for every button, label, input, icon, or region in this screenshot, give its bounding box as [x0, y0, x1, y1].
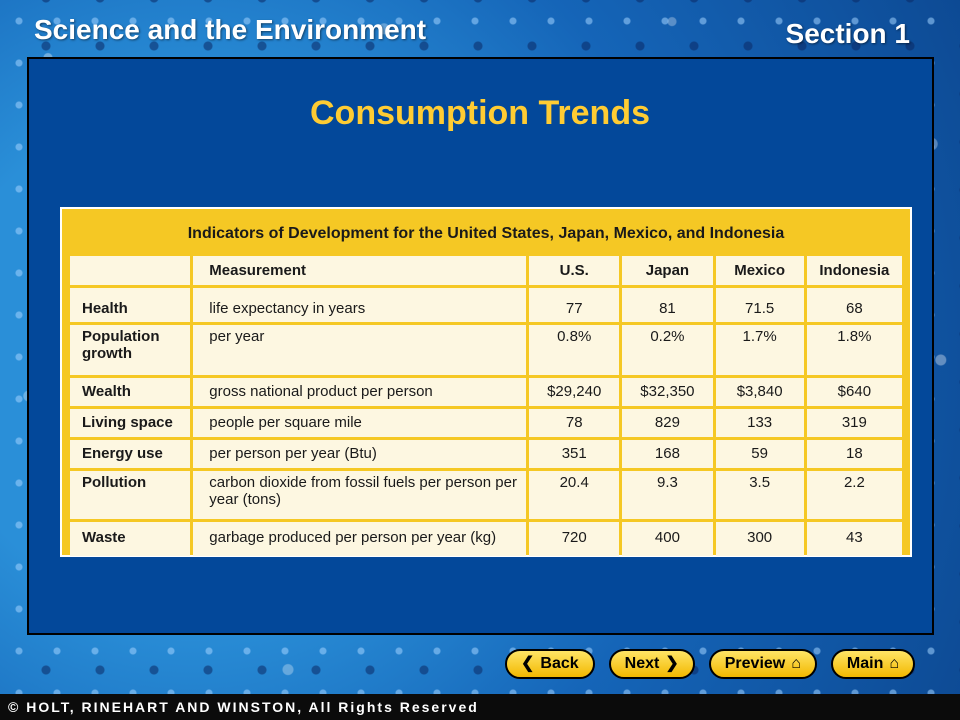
- cell-indonesia: 2.2: [806, 471, 902, 519]
- row-category: Pollution: [70, 471, 191, 519]
- column-header: Mexico: [715, 256, 804, 285]
- course-title: Science and the Environment: [34, 14, 427, 45]
- cell-indonesia: 68: [806, 288, 902, 322]
- column-header: Indonesia: [806, 256, 902, 285]
- next-button[interactable]: Next ❯: [608, 649, 695, 679]
- cell-indonesia: 1.8%: [806, 325, 902, 375]
- cell-mexico: 133: [715, 409, 804, 437]
- cell-indonesia: $640: [806, 378, 902, 406]
- cell-mexico: 3.5: [715, 471, 804, 519]
- home-icon: ⌂: [791, 655, 801, 672]
- row-category: Living space: [70, 409, 191, 437]
- table-header-row: Measurement U.S. Japan Mexico Indonesia: [70, 256, 902, 285]
- next-label: Next: [624, 655, 660, 672]
- navigation-bar: ❮ Back Next ❯ Preview ⌂ Main ⌂: [505, 649, 916, 679]
- cell-us: 77: [529, 288, 620, 322]
- table-row: Health life expectancy in years 77 81 71…: [70, 288, 902, 322]
- row-measurement: life expectancy in years: [193, 288, 527, 322]
- cell-japan: $32,350: [622, 378, 713, 406]
- cell-mexico: 1.7%: [715, 325, 804, 375]
- cell-mexico: 59: [715, 440, 804, 468]
- table-row: Population growth per year 0.8% 0.2% 1.7…: [70, 325, 902, 375]
- preview-button[interactable]: Preview ⌂: [708, 649, 817, 679]
- cell-japan: 0.2%: [622, 325, 713, 375]
- row-measurement: garbage produced per person per year (kg…: [193, 522, 527, 556]
- chevron-left-icon: ❮: [521, 655, 535, 672]
- row-measurement: people per square mile: [193, 409, 527, 437]
- back-button[interactable]: ❮ Back: [505, 649, 595, 679]
- row-measurement: carbon dioxide from fossil fuels per per…: [193, 471, 527, 519]
- row-category: Waste: [70, 522, 191, 556]
- table-row: Energy use per person per year (Btu) 351…: [70, 440, 902, 468]
- cell-indonesia: 319: [806, 409, 902, 437]
- row-measurement: per year: [193, 325, 527, 375]
- cell-us: 20.4: [529, 471, 620, 519]
- table-row: Waste garbage produced per person per ye…: [70, 522, 902, 556]
- row-category: Population growth: [70, 325, 191, 375]
- table-caption: Indicators of Development for the United…: [187, 225, 785, 242]
- data-table: Measurement U.S. Japan Mexico Indonesia …: [67, 253, 905, 559]
- chevron-right-icon: ❯: [665, 655, 679, 672]
- cell-japan: 9.3: [622, 471, 713, 519]
- preview-label: Preview: [724, 655, 786, 672]
- cell-japan: 81: [622, 288, 713, 322]
- back-label: Back: [540, 655, 579, 672]
- row-category: Energy use: [70, 440, 191, 468]
- cell-us: 78: [529, 409, 620, 437]
- row-measurement: gross national product per person: [193, 378, 527, 406]
- row-category: Wealth: [70, 378, 191, 406]
- cell-mexico: $3,840: [715, 378, 804, 406]
- cell-us: $29,240: [529, 378, 620, 406]
- table-row: Wealth gross national product per person…: [70, 378, 902, 406]
- home-icon: ⌂: [889, 655, 900, 672]
- main-button[interactable]: Main ⌂: [830, 649, 916, 679]
- table-row: Living space people per square mile 78 8…: [70, 409, 902, 437]
- cell-japan: 400: [622, 522, 713, 556]
- column-header: U.S.: [529, 256, 620, 285]
- row-measurement: per person per year (Btu): [193, 440, 527, 468]
- cell-indonesia: 18: [806, 440, 902, 468]
- column-header: Japan: [622, 256, 713, 285]
- cell-us: 0.8%: [529, 325, 620, 375]
- cell-mexico: 71.5: [715, 288, 804, 322]
- main-label: Main: [846, 655, 884, 672]
- slide-title: Consumption Trends: [310, 94, 650, 132]
- cell-us: 720: [529, 522, 620, 556]
- cell-us: 351: [529, 440, 620, 468]
- cell-indonesia: 43: [806, 522, 902, 556]
- copyright-footer: © HOLT, RINEHART AND WINSTON, All Rights…: [0, 694, 960, 720]
- section-label: Section 1: [785, 18, 910, 49]
- indicators-table: Indicators of Development for the United…: [60, 207, 912, 557]
- column-header: Measurement: [193, 256, 527, 285]
- cell-japan: 168: [622, 440, 713, 468]
- table-row: Pollution carbon dioxide from fossil fue…: [70, 471, 902, 519]
- row-category: Health: [70, 288, 191, 322]
- cell-mexico: 300: [715, 522, 804, 556]
- cell-japan: 829: [622, 409, 713, 437]
- column-header: [70, 256, 191, 285]
